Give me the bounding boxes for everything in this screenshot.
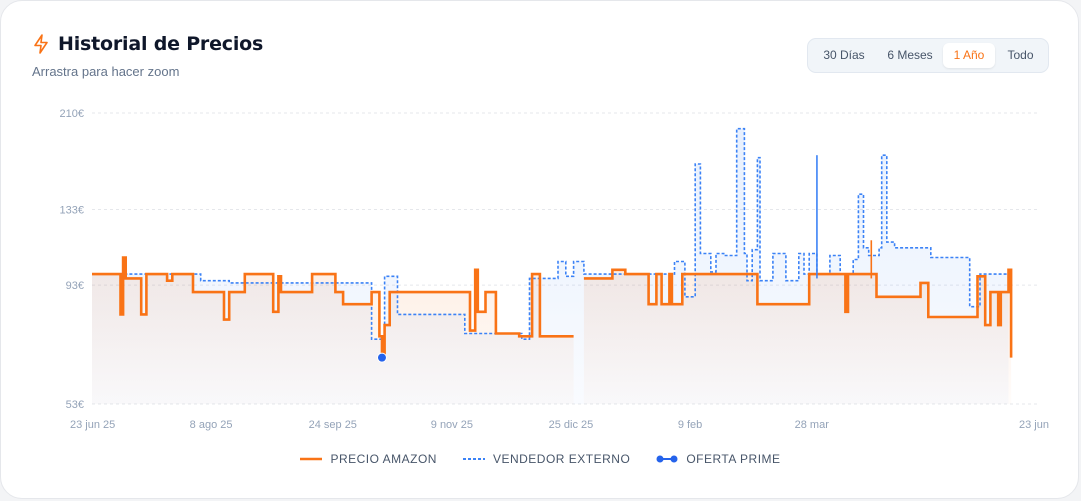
y-tick-label-0: 210€ bbox=[60, 108, 84, 120]
y-tick-label-2: 93€ bbox=[66, 280, 84, 292]
line-amazon-0 bbox=[92, 256, 574, 356]
line-amazon-1 bbox=[583, 268, 1013, 358]
legend-label-amazon: PRECIO AMAZON bbox=[330, 452, 437, 466]
chart-lines bbox=[92, 127, 1013, 363]
x-tick-label-2: 24 sep 25 bbox=[309, 419, 357, 431]
line-external-2 bbox=[92, 127, 1009, 340]
chart-subtitle: Arrastra para hacer zoom bbox=[32, 64, 180, 79]
chart-areas bbox=[92, 128, 1012, 404]
x-tick-label-1: 8 ago 25 bbox=[190, 419, 233, 431]
range-1-year-button[interactable]: 1 Año bbox=[943, 43, 995, 68]
chart-header: Historial de Precios bbox=[32, 33, 263, 55]
bolt-icon bbox=[34, 34, 48, 54]
x-tick-label-7: 23 jun bbox=[1019, 419, 1049, 431]
range-all-button[interactable]: Todo bbox=[1007, 48, 1034, 62]
prime-offer-point-0 bbox=[376, 352, 387, 363]
legend-label-external: VENDEDOR EXTERNO bbox=[492, 452, 631, 466]
x-tick-label-3: 9 nov 25 bbox=[431, 419, 473, 431]
legend-label-prime: OFERTA PRIME bbox=[686, 452, 781, 466]
x-tick-label-5: 9 feb bbox=[678, 419, 702, 431]
chart-axes: 210€ 133€ 93€ 53€ 23 jun 25 8 ago 25 24 sep 25… bbox=[60, 108, 1049, 431]
legend-item-external[interactable]: VENDEDOR EXTERNO bbox=[462, 452, 631, 466]
range-selector: 30 Días 6 Meses 1 Año Todo bbox=[807, 38, 1049, 73]
legend-item-prime[interactable]: OFERTA PRIME bbox=[656, 452, 780, 466]
y-tick-label-1: 133€ bbox=[60, 205, 84, 217]
x-tick-label-4: 25 dic 25 bbox=[549, 419, 594, 431]
y-tick-label-3: 53€ bbox=[66, 399, 84, 411]
x-tick-label-0: 23 jun 25 bbox=[70, 419, 115, 431]
range-30-days-button[interactable]: 30 Días bbox=[823, 48, 865, 62]
legend-item-amazon[interactable]: PRECIO AMAZON bbox=[300, 452, 437, 466]
legend-swatch-prime bbox=[656, 455, 678, 463]
range-6-months-button[interactable]: 6 Meses bbox=[887, 48, 933, 62]
chart-legend: PRECIO AMAZON VENDEDOR EXTERNO OFERTA PR… bbox=[0, 452, 1081, 466]
chart-title: Historial de Precios bbox=[58, 33, 264, 55]
legend-swatch-external bbox=[462, 458, 485, 460]
area-series-2 bbox=[92, 128, 1009, 404]
x-tick-label-6: 28 mar bbox=[795, 419, 830, 431]
legend-swatch-amazon bbox=[300, 457, 323, 461]
